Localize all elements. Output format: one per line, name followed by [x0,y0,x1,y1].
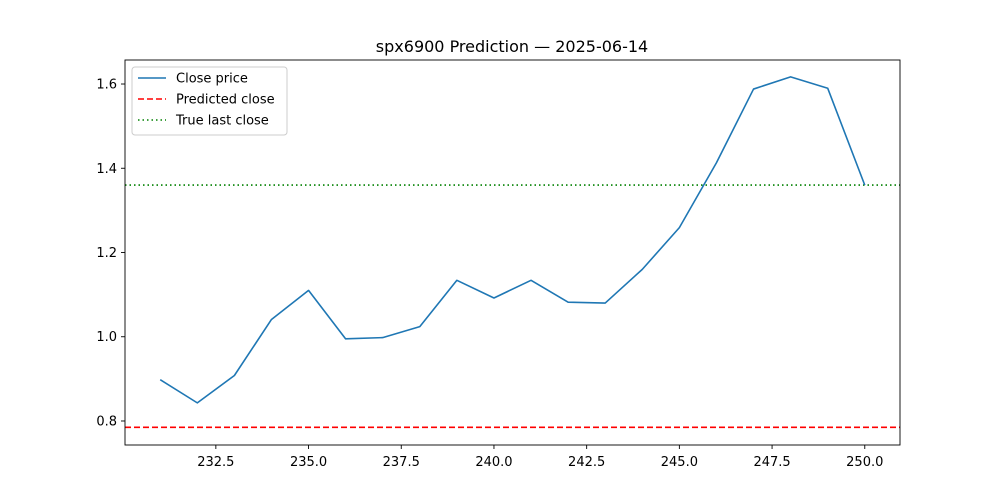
x-tick-label: 245.0 [661,455,698,470]
y-tick-label: 1.0 [96,330,117,345]
x-tick-label: 247.5 [753,455,790,470]
x-tick-label: 232.5 [197,455,234,470]
y-axis: 0.8 1.0 1.2 1.4 1.6 [96,78,125,429]
x-tick-label: 250.0 [846,455,883,470]
y-tick-label: 0.8 [96,414,117,429]
y-tick-label: 1.6 [96,78,117,93]
y-tick-label: 1.2 [96,246,117,261]
legend-box [131,66,288,136]
chart-title: spx6900 Prediction — 2025-06-14 [376,37,648,56]
plot-clip-group [125,76,900,429]
series-line-close-price [159,76,866,404]
legend-label: Close price [176,72,248,87]
legend: Close price Predicted close True last clos… [131,66,288,136]
legend-label: Predicted close [176,93,275,108]
x-tick-label: 240.0 [475,455,512,470]
x-tick-label: 237.5 [383,455,420,470]
y-tick-label: 1.4 [96,162,117,177]
legend-label: True last close [175,114,269,129]
x-tick-label: 242.5 [568,455,605,470]
x-axis: 232.5 235.0 237.5 240.0 242.5 245.0 247.5 250.0 [197,445,883,470]
x-tick-label: 235.0 [290,455,327,470]
